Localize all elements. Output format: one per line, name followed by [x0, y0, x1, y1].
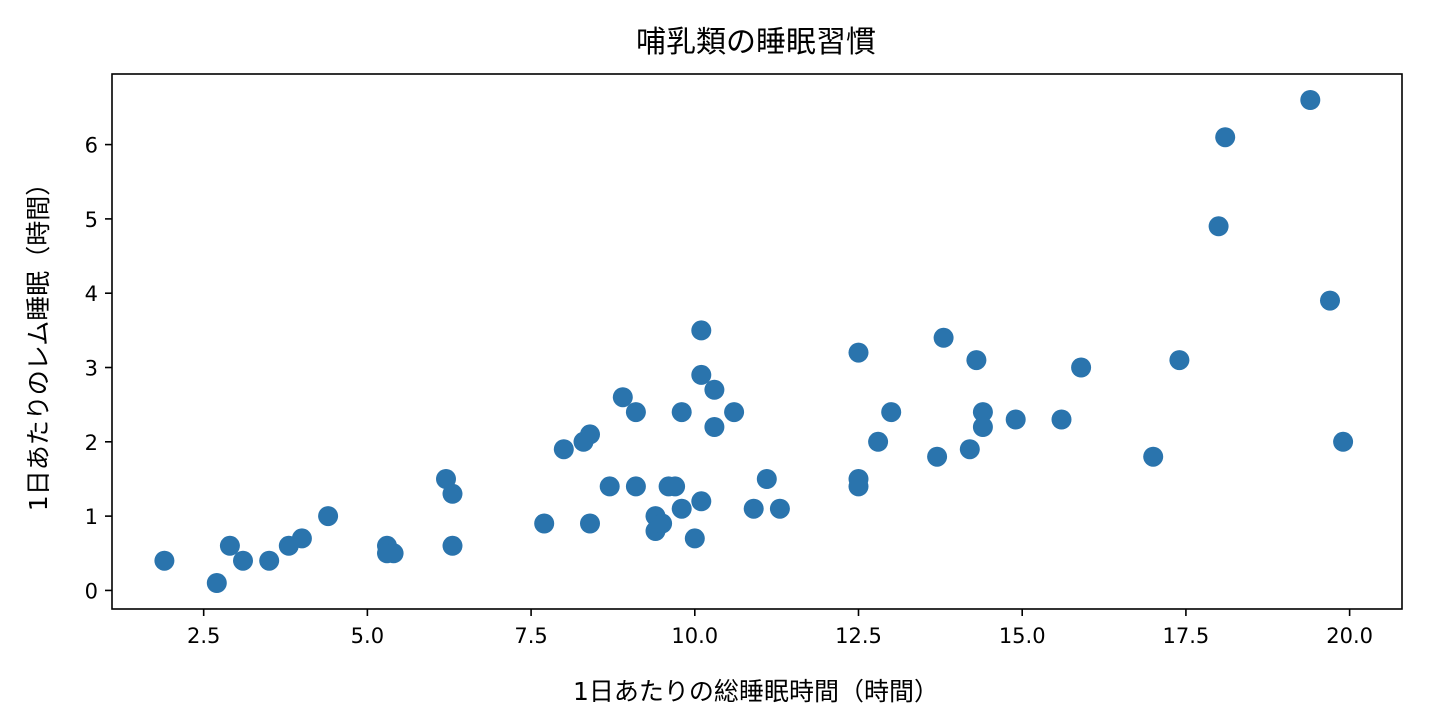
data-point — [704, 379, 725, 400]
data-point — [927, 446, 948, 467]
data-point — [691, 364, 712, 385]
y-tick-label: 0 — [85, 579, 98, 603]
data-point — [233, 550, 253, 571]
data-point — [1143, 446, 1164, 467]
data-point — [219, 535, 240, 556]
data-point — [704, 417, 725, 437]
data-point — [671, 498, 692, 519]
points-layer — [154, 90, 1354, 593]
data-point — [442, 535, 463, 556]
data-point — [848, 476, 869, 497]
x-tick-label: 12.5 — [835, 624, 882, 648]
data-point — [848, 342, 869, 363]
x-tick-label: 20.0 — [1326, 624, 1373, 648]
x-tick-label: 15.0 — [999, 624, 1046, 648]
data-point — [383, 543, 404, 564]
data-point — [652, 513, 673, 534]
data-point — [1320, 290, 1340, 311]
plot-area-frame — [111, 73, 1403, 610]
data-point — [625, 402, 646, 423]
y-tick-label: 4 — [85, 282, 98, 306]
data-point — [665, 476, 686, 497]
data-point — [966, 350, 987, 371]
data-point — [959, 439, 980, 460]
data-point — [881, 402, 902, 423]
data-point — [612, 387, 633, 408]
data-point — [1071, 357, 1092, 378]
data-point — [756, 469, 777, 489]
data-point — [1005, 409, 1026, 430]
x-tick-label: 7.5 — [514, 624, 547, 648]
data-point — [671, 402, 692, 423]
x-tick-label: 5.0 — [351, 624, 384, 648]
y-axis-ticks: 0 1 2 3 4 5 6 — [85, 134, 112, 603]
data-point — [1300, 90, 1321, 110]
y-tick-label: 6 — [85, 134, 98, 158]
data-point — [1208, 216, 1229, 237]
x-axis-ticks: 2.5 5.0 7.5 10.0 12.5 15.0 17.5 20.0 — [187, 609, 1373, 648]
x-tick-label: 2.5 — [187, 624, 220, 648]
data-point — [291, 528, 312, 549]
y-axis-label: 1日あたりのレム睡眠（時間） — [24, 171, 53, 511]
x-axis-label: 1日あたりの総睡眠時間（時間） — [573, 677, 939, 706]
x-tick-label: 10.0 — [671, 624, 718, 648]
data-point — [206, 573, 227, 593]
data-point — [534, 513, 555, 534]
x-tick-label: 17.5 — [1163, 624, 1210, 648]
y-tick-label: 2 — [85, 431, 98, 455]
data-point — [933, 327, 954, 348]
data-point — [684, 528, 705, 549]
y-tick-label: 5 — [85, 208, 98, 232]
y-tick-label: 1 — [85, 505, 98, 529]
data-point — [724, 402, 745, 423]
data-point — [580, 513, 600, 534]
data-point — [769, 498, 790, 519]
data-point — [625, 476, 646, 497]
data-point — [1215, 127, 1236, 148]
data-point — [972, 417, 993, 437]
data-point — [1333, 431, 1354, 452]
data-point — [154, 550, 175, 571]
data-point — [868, 431, 889, 452]
y-tick-label: 3 — [85, 357, 98, 381]
data-point — [580, 424, 600, 445]
data-point — [691, 320, 712, 341]
data-point — [1051, 409, 1072, 430]
data-point — [553, 439, 574, 460]
data-point — [599, 476, 620, 497]
data-point — [743, 498, 764, 519]
data-point — [691, 491, 712, 512]
data-point — [318, 506, 339, 527]
chart-title: 哺乳類の睡眠習慣 — [636, 25, 876, 60]
data-point — [972, 402, 993, 423]
data-point — [259, 550, 280, 571]
data-point — [442, 483, 463, 504]
data-point — [1169, 350, 1190, 371]
